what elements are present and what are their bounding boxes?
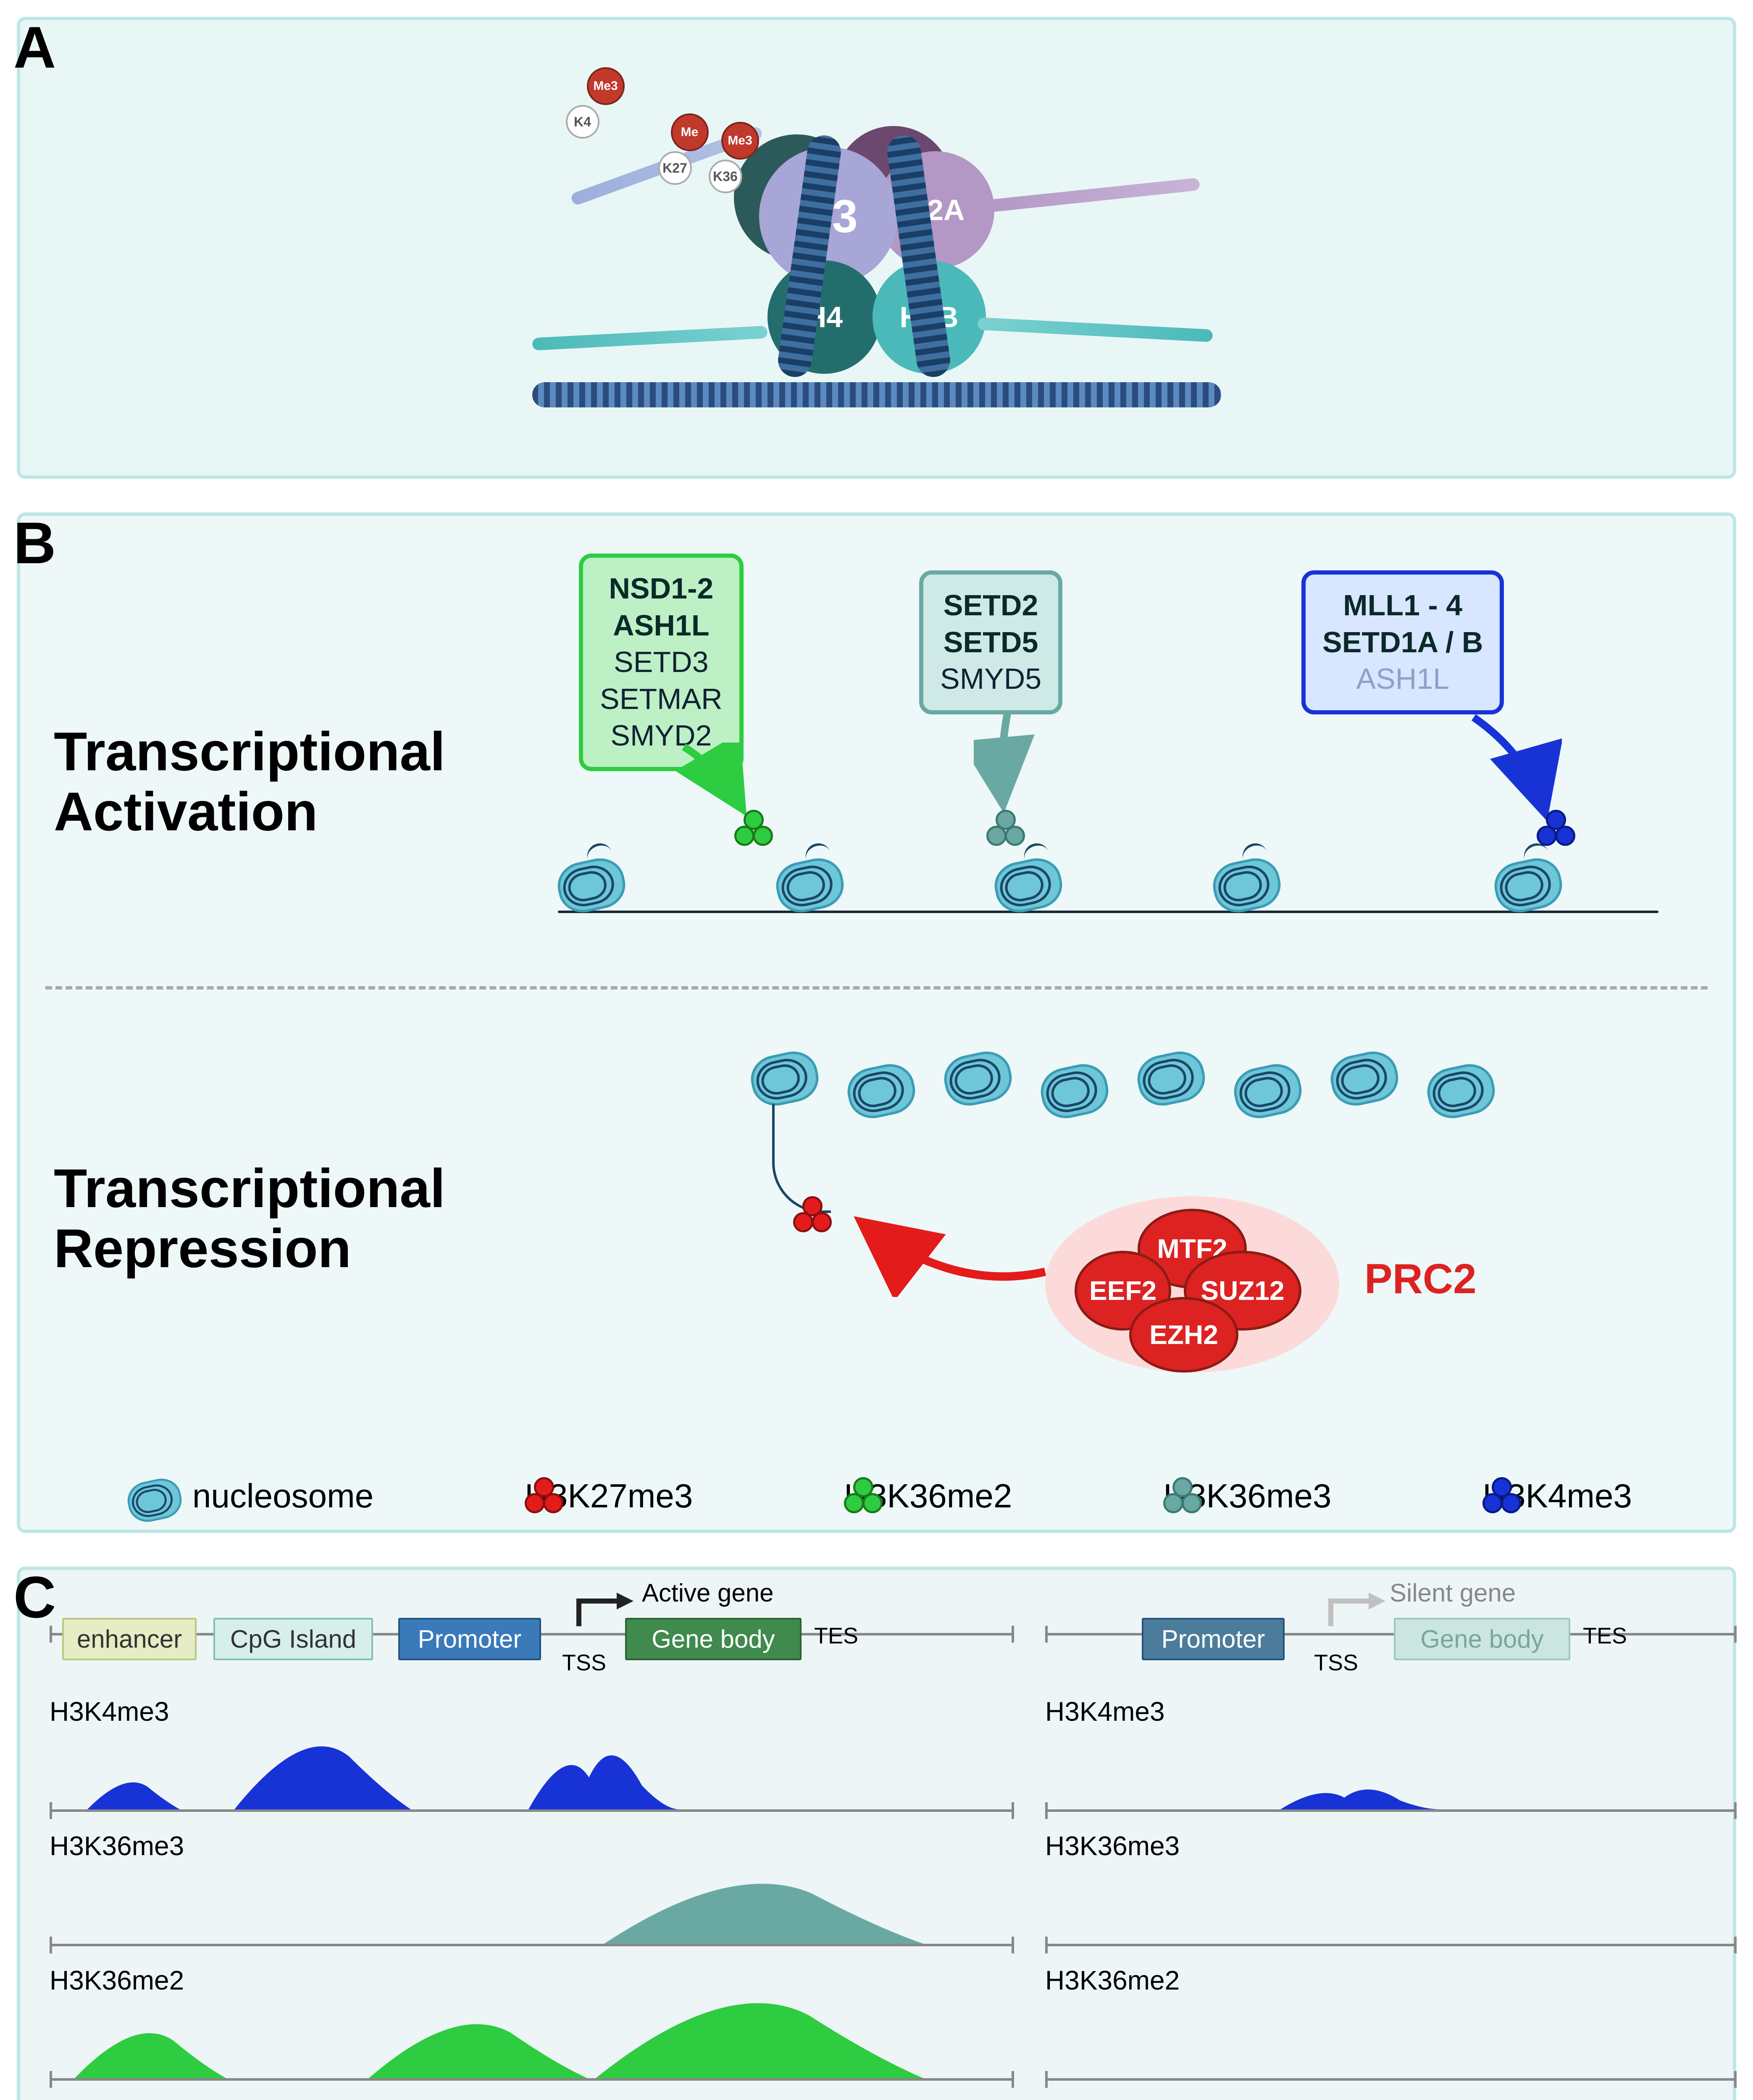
prc2-complex: MTF2 EEF2 SUZ12 EZH2 [1045,1196,1339,1373]
panel-label-b: B [13,509,56,577]
legend-h3k4me3: H3K4me3 [1482,1477,1632,1515]
prc2-ezh2: EZH2 [1129,1297,1238,1373]
legend-nucleosome: nucleosome [121,1475,373,1517]
legend-nucleosome-label: nucleosome [192,1477,373,1515]
enzyme-box-h3k36me2: NSD1-2ASH1LSETD3SETMARSMYD2 [579,554,744,771]
h3k27me3-icon [525,1477,567,1515]
legend-h3k36me2: H3K36me2 [844,1477,1012,1515]
track-label-silent-H3K4me3: H3K4me3 [1045,1696,1165,1727]
track-label-active-H3K36me2: H3K36me2 [50,1965,184,1996]
h2b-tail-right [977,317,1213,342]
mark-k36-me3: Me3 [721,122,759,160]
panel-c: C enhancerCpG IslandPromoterGene bodyTSS… [17,1567,1736,2100]
open-chromatin-dna [558,911,1658,913]
enzyme-box-h3k4me3: MLL1 - 4SETD1A / BASH1L [1301,570,1504,714]
residue-k36: K36 [709,160,742,193]
dna-strand [532,382,1221,407]
enzyme-box-h3k36me3: SETD2SETD5SMYD5 [919,570,1062,714]
arrow-teal [974,709,1041,818]
h3k4me3-icon [1482,1477,1524,1515]
mark-h3k27me3 [793,1196,835,1234]
h2a-tail [981,178,1200,213]
tss-arrow-silent [1322,1588,1390,1630]
nucleosome-diagram: H3 H2A H4 H2B K4 Me3 K27 Me K36 Me3 [583,80,1171,416]
h2b-tail-left [532,326,767,350]
residue-k4: K4 [566,105,599,139]
track-label-silent-H3K36me2: H3K36me2 [1045,1965,1180,1996]
track-label-silent-H3K36me3: H3K36me3 [1045,1830,1180,1861]
tss-arrow-active [570,1588,638,1630]
mark-k27-me: Me [671,113,709,151]
panel-b: B TranscriptionalActivation NSD1-2ASH1LS… [17,512,1736,1533]
legend: nucleosome H3K27me3 H3K36me2 H3K36me3 H3… [45,1475,1708,1517]
nucleosome-icon [121,1475,180,1517]
legend-h3k36me3: H3K36me3 [1163,1477,1331,1515]
legend-h3k27me3: H3K27me3 [525,1477,693,1515]
mark-h3k36me2 [734,810,776,848]
activation-title: TranscriptionalActivation [54,722,445,842]
track-label-active-H3K36me3: H3K36me3 [50,1830,184,1861]
panel-c-content: enhancerCpG IslandPromoterGene bodyTSSTE… [45,1595,1708,2100]
arrow-red [844,1196,1062,1297]
panel-label-a: A [13,13,56,81]
prc2-label: PRC2 [1364,1255,1477,1303]
h3k36me3-icon [1163,1477,1205,1515]
mark-h3k36me3 [986,810,1028,848]
repression-title: TranscriptionalRepression [54,1158,445,1278]
section-divider [45,986,1708,990]
residue-k27: K27 [658,151,692,185]
panel-a: A H3 H2A H4 H2B K4 Me3 K27 Me K36 Me3 [17,17,1736,479]
track-label-active-H3K4me3: H3K4me3 [50,1696,169,1727]
mark-k4-me3: Me3 [587,67,625,105]
h3k36me2-icon [844,1477,886,1515]
mark-h3k4me3 [1537,810,1579,848]
